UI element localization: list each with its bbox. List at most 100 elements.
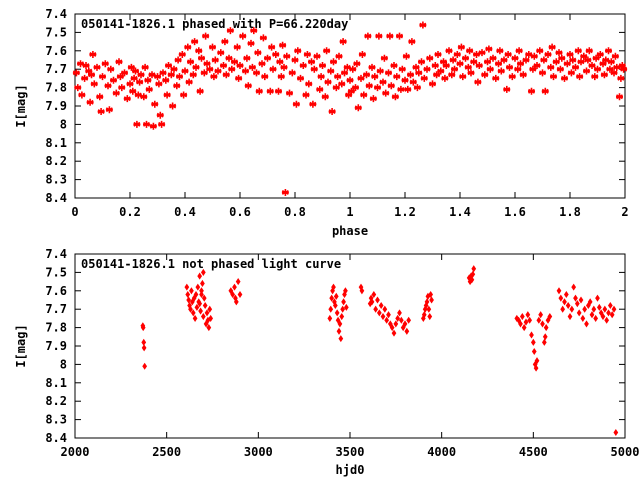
data-point [72, 69, 80, 77]
y-tick-label: 8.1 [45, 136, 67, 150]
data-point [158, 120, 166, 128]
data-point [118, 84, 126, 92]
data-point [536, 47, 544, 55]
x-tick-label: 4500 [519, 445, 548, 459]
data-point [380, 313, 386, 321]
data-point [201, 294, 207, 302]
data-point [77, 60, 84, 68]
data-point [542, 333, 548, 341]
data-point [453, 51, 461, 58]
data-point [393, 73, 401, 81]
data-point [511, 54, 519, 62]
data-point [464, 63, 472, 71]
data-point [473, 51, 480, 58]
data-point [558, 54, 566, 62]
data-point [188, 305, 193, 313]
data-point [369, 95, 377, 103]
data-point [142, 362, 148, 370]
y-ticks: 7.4 7.5 7.6 7.7 7.8 7.9 8 8.1 8.2 8.3 8.4 [45, 247, 625, 445]
data-point [527, 316, 533, 324]
data-point [421, 311, 427, 319]
data-point [211, 56, 219, 64]
data-point [556, 287, 562, 295]
data-point [317, 73, 325, 81]
data-point [85, 67, 93, 75]
data-point [180, 91, 188, 99]
data-point [140, 324, 146, 332]
data-point [503, 85, 511, 93]
data-point [163, 91, 171, 99]
data-point [197, 300, 203, 308]
data-point [433, 71, 441, 79]
data-point [543, 324, 549, 332]
data-point [116, 73, 124, 81]
data-point [323, 47, 331, 55]
data-point [97, 108, 105, 115]
data-point [332, 84, 340, 92]
data-point [385, 69, 392, 77]
data-point [305, 80, 313, 88]
data-point [324, 78, 332, 86]
data-point [384, 316, 390, 324]
data-point [184, 43, 192, 51]
data-point [596, 51, 604, 58]
data-point [130, 74, 138, 82]
data-point [365, 82, 373, 90]
data-point [423, 65, 431, 73]
data-point [563, 60, 571, 68]
x-tick-label: 1.4 [449, 205, 471, 219]
data-point [449, 56, 457, 64]
data-point [104, 82, 112, 90]
data-point [275, 87, 282, 95]
data-point [141, 344, 147, 352]
data-point [440, 58, 447, 66]
data-point [478, 49, 486, 57]
data-point [310, 65, 318, 73]
data-point [101, 60, 109, 68]
data-point [133, 120, 141, 128]
y-tick-label: 7.4 [45, 7, 67, 21]
data-point [239, 32, 247, 40]
data-point [376, 309, 382, 317]
data-point [486, 65, 494, 73]
data-point [419, 21, 427, 29]
data-point [380, 54, 388, 62]
data-point [349, 65, 357, 73]
data-point [580, 52, 588, 60]
data-point [427, 313, 433, 321]
data-point [515, 47, 523, 55]
data-point [143, 120, 150, 128]
data-point [418, 58, 425, 66]
x-tick-label: 1.8 [559, 205, 581, 219]
data-point [210, 73, 218, 81]
data-point [538, 311, 544, 319]
data-point [378, 301, 384, 310]
data-point [539, 69, 546, 77]
data-point [567, 69, 575, 77]
data-point [194, 303, 200, 311]
data-point [309, 100, 317, 108]
data-point [343, 303, 349, 311]
data-point [286, 89, 293, 97]
data-point [159, 69, 167, 77]
data-point [192, 314, 198, 322]
data-point [398, 316, 404, 324]
data-point [235, 74, 243, 82]
data-point [371, 73, 379, 81]
data-point [209, 43, 216, 51]
data-point [358, 51, 366, 58]
data-point [495, 60, 502, 68]
data-point [500, 56, 508, 64]
data-point [609, 311, 615, 319]
x-axis-label: phase [332, 224, 368, 238]
data-point [369, 298, 375, 306]
data-point [382, 305, 388, 313]
y-ticks: 7.4 7.5 7.6 7.7 7.8 7.9 8 8.1 8.2 8.3 8.4 [45, 7, 625, 205]
phased-panel: 050141-1826.1 phased with P=66.220day ph… [14, 7, 629, 238]
data-point [563, 290, 569, 299]
data-point [170, 65, 178, 73]
data-point [359, 287, 365, 295]
y-tick-label: 7.6 [45, 44, 67, 58]
data-point [148, 71, 156, 79]
data-point [406, 316, 412, 324]
